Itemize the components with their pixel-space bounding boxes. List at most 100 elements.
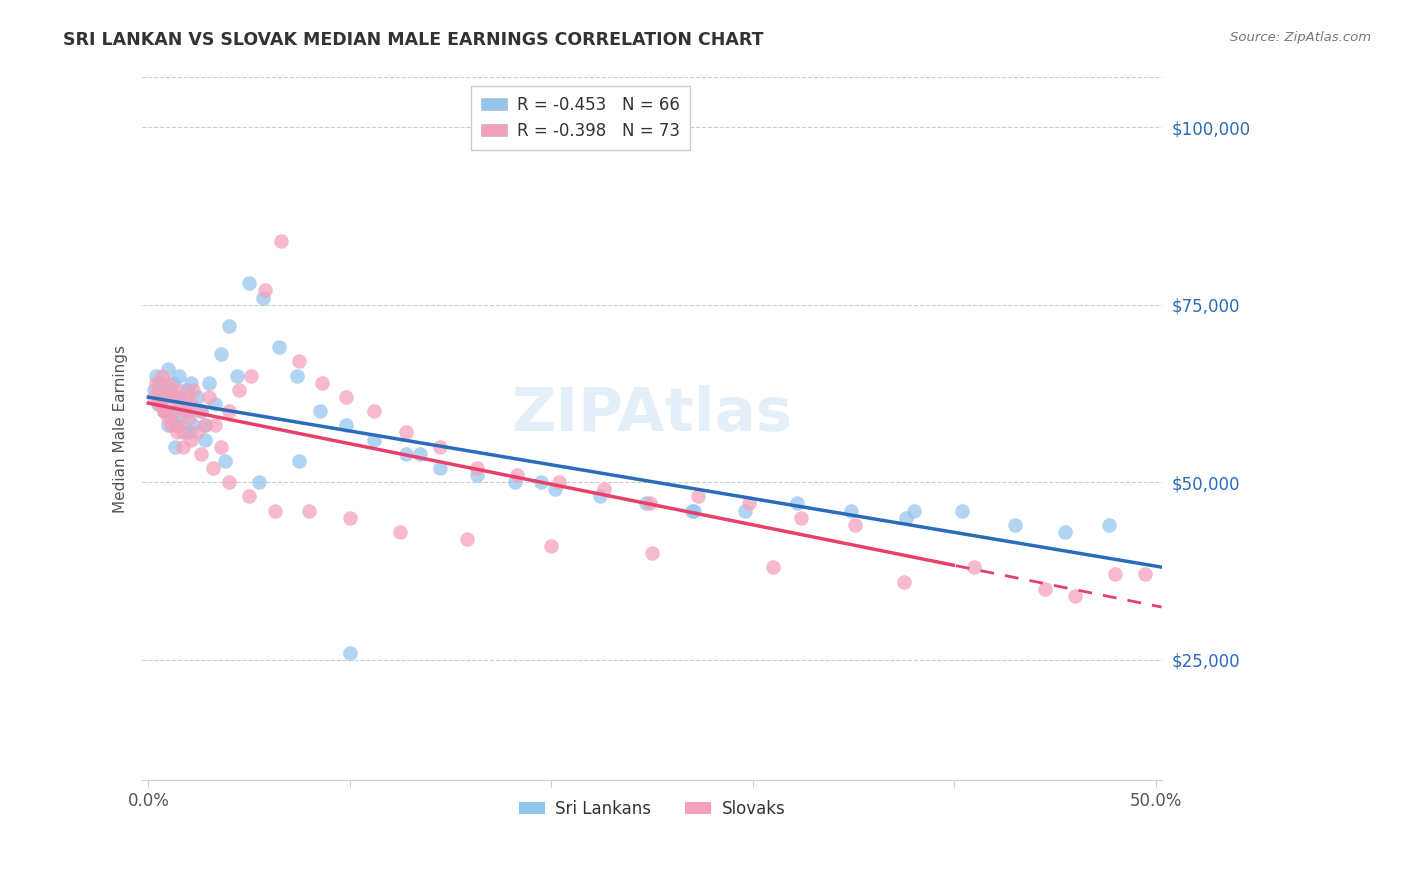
Point [214, 454, 236, 468]
Point [177, 425, 200, 440]
Point [465, 468, 488, 483]
Point [530, 475, 553, 489]
Point [1004, 517, 1026, 532]
Point [162, 376, 184, 390]
Point [389, 524, 412, 539]
Point [194, 418, 217, 433]
Point [506, 468, 529, 483]
Point [172, 440, 194, 454]
Point [153, 404, 176, 418]
Point [145, 368, 167, 383]
Point [155, 390, 177, 404]
Point [167, 368, 190, 383]
Point [429, 440, 451, 454]
Point [264, 503, 287, 517]
Point [152, 390, 174, 404]
Point [143, 390, 166, 404]
Point [204, 397, 226, 411]
Point [1053, 524, 1076, 539]
Point [169, 397, 191, 411]
Point [893, 574, 915, 589]
Text: ZIPAtlas: ZIPAtlas [512, 385, 793, 444]
Point [409, 447, 432, 461]
Point [173, 425, 195, 440]
Point [194, 433, 217, 447]
Point [540, 539, 562, 553]
Point [226, 368, 249, 383]
Point [288, 454, 311, 468]
Point [894, 510, 917, 524]
Y-axis label: Median Male Earnings: Median Male Earnings [114, 345, 128, 513]
Point [162, 404, 184, 418]
Point [159, 418, 181, 433]
Point [181, 383, 204, 397]
Point [456, 532, 478, 546]
Point [153, 404, 176, 418]
Point [950, 503, 973, 517]
Point [157, 361, 180, 376]
Point [169, 411, 191, 425]
Point [148, 397, 170, 411]
Point [465, 461, 488, 475]
Point [592, 482, 614, 496]
Point [180, 376, 202, 390]
Point [790, 510, 813, 524]
Point [228, 383, 250, 397]
Point [683, 503, 706, 517]
Point [238, 277, 260, 291]
Point [148, 383, 170, 397]
Point [363, 433, 385, 447]
Point [503, 475, 526, 489]
Point [159, 383, 181, 397]
Point [240, 368, 263, 383]
Point [1135, 567, 1157, 582]
Point [190, 404, 212, 418]
Point [395, 447, 418, 461]
Point [197, 390, 219, 404]
Point [149, 397, 172, 411]
Point [172, 397, 194, 411]
Point [166, 425, 188, 440]
Point [786, 496, 808, 510]
Point [209, 440, 232, 454]
Point [209, 347, 232, 361]
Point [288, 354, 311, 368]
Point [167, 390, 190, 404]
Point [194, 418, 217, 433]
Point [634, 496, 657, 510]
Point [163, 440, 186, 454]
Point [1064, 589, 1087, 603]
Point [1033, 582, 1056, 596]
Point [155, 404, 177, 418]
Point [163, 404, 186, 418]
Point [247, 475, 270, 489]
Point [186, 390, 208, 404]
Point [339, 646, 361, 660]
Point [176, 383, 198, 397]
Point [201, 461, 224, 475]
Point [152, 368, 174, 383]
Point [157, 411, 180, 425]
Point [339, 510, 361, 524]
Point [903, 503, 925, 517]
Point [145, 376, 167, 390]
Point [176, 390, 198, 404]
Point [155, 383, 177, 397]
Point [641, 546, 664, 560]
Legend: Sri Lankans, Slovaks: Sri Lankans, Slovaks [512, 793, 792, 825]
Point [180, 397, 202, 411]
Point [1104, 567, 1126, 582]
Point [311, 376, 333, 390]
Point [1098, 517, 1121, 532]
Point [544, 482, 567, 496]
Point [177, 404, 200, 418]
Point [287, 368, 309, 383]
Point [159, 390, 181, 404]
Point [167, 383, 190, 397]
Point [363, 404, 385, 418]
Point [190, 404, 212, 418]
Point [588, 489, 610, 503]
Point [238, 489, 260, 503]
Point [143, 383, 166, 397]
Point [335, 390, 357, 404]
